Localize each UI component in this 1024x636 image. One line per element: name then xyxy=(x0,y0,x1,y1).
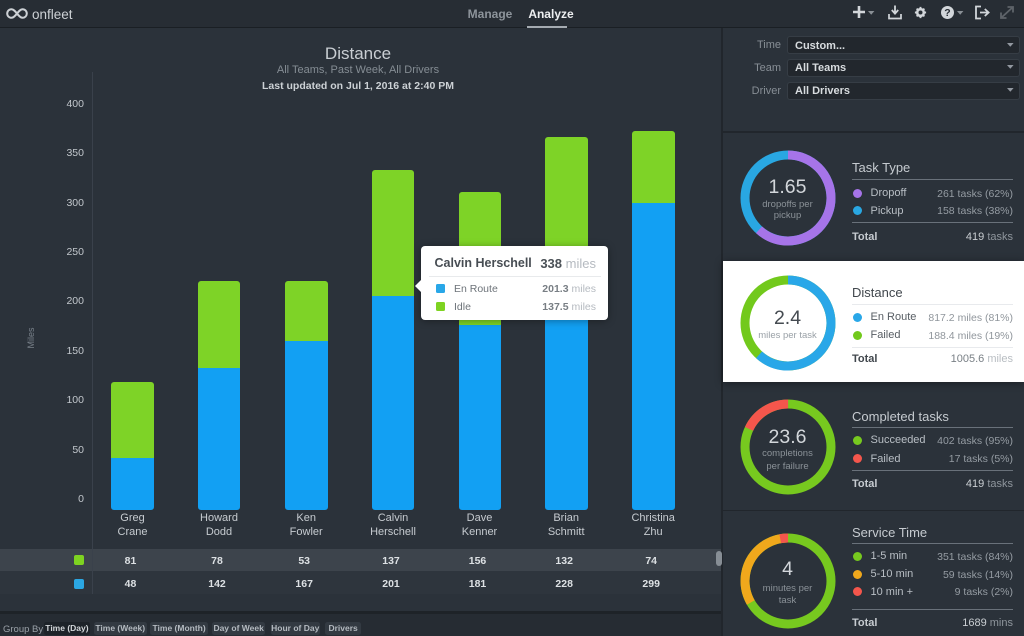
svg-text:?: ? xyxy=(944,7,950,19)
